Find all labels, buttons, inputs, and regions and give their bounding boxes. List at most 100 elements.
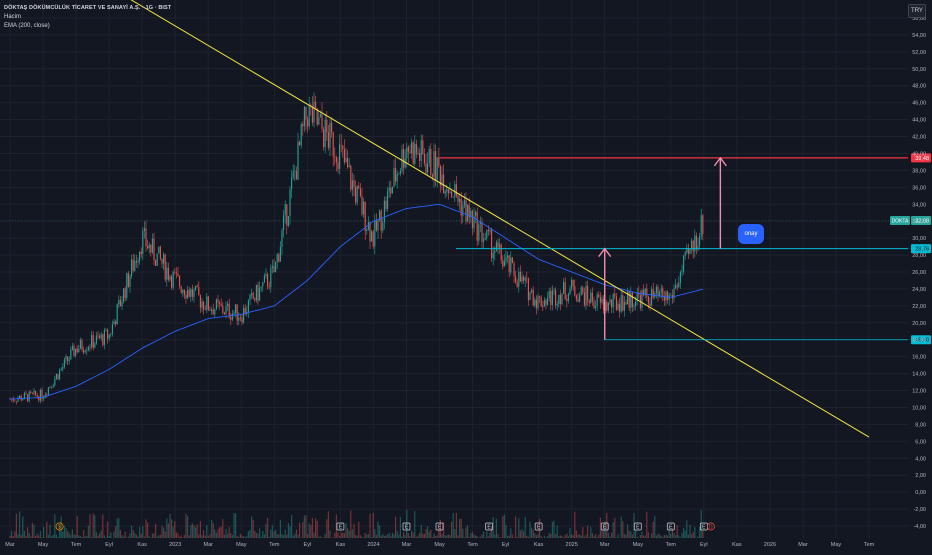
ema-legend[interactable]: EMA (200, close) [4,22,171,31]
candle-body [374,220,375,246]
volume-bar [174,521,175,538]
symbol-title[interactable]: DÖKTAŞ DÖKÜMCÜLÜK TİCARET VE SANAYİ A.Ş.… [4,4,171,13]
time-tick-label: Eyl [502,542,510,548]
volume-bar [480,537,481,538]
earnings-marker[interactable]: E [667,523,674,531]
volume-bar [584,537,585,538]
candle-body [200,295,201,307]
volume-bar [54,514,55,538]
candle-body [201,302,202,308]
volume-bar [227,534,228,538]
volume-bar [189,535,190,538]
volume-bar [590,527,591,538]
earnings-marker[interactable]: E [403,523,410,531]
volume-bar [73,534,74,538]
candle-body [185,295,186,298]
volume-bar [365,533,366,538]
earnings-marker[interactable]: E [700,523,707,531]
volume-bar [129,533,130,538]
split-marker[interactable]: D [707,523,714,531]
volume-bar [576,531,577,538]
volume-bar [624,534,625,538]
volume-bar [459,519,460,538]
candle-body [75,349,76,356]
candle-body [333,132,334,156]
candle-body [307,119,308,126]
candle-body [181,287,182,293]
candle-body [369,222,370,241]
candle-body [683,256,684,272]
candle-body [25,393,26,394]
candle-body [150,245,151,253]
volume-bar [451,522,452,538]
volume-bar [515,516,516,538]
candle-body [390,188,391,194]
volume-bar [245,537,246,538]
candle-body [345,158,346,162]
earnings-marker[interactable]: E [535,523,542,531]
candle-body [589,300,590,303]
volume-bar [475,535,476,538]
volume-bar [43,527,44,538]
volume-bar [552,522,553,538]
volume-bar [595,534,596,538]
volume-bar [685,530,686,538]
volume-bar [307,534,308,538]
candle-body [421,140,422,161]
volume-bar [662,537,663,538]
candle-body [555,290,556,305]
candle-body [416,144,417,154]
candle-body [46,395,47,396]
volume-bar [283,535,284,538]
volume-bar [152,534,153,538]
volume-bar [697,537,698,538]
volume-legend[interactable]: Hacim [4,13,171,22]
volume-bar [478,537,479,538]
measure-arrow-2[interactable] [714,158,726,249]
price-tick-label: 40,00 [912,151,926,157]
price-axis[interactable]: 56,0054,0052,0050,0048,0046,0044,0042,00… [912,16,926,530]
candle-body [624,302,625,310]
volume-bar [109,536,110,538]
currency-button[interactable]: TRY [908,4,926,18]
candle-body [70,350,71,360]
candle-body [62,367,63,369]
candle-body [214,309,215,314]
volume-bar [435,536,436,538]
candle-body [222,306,223,313]
price-tick-label: 38,00 [912,168,926,174]
earnings-marker[interactable]: E [634,523,641,531]
marker-text: E [487,525,491,531]
volume-bar [86,536,87,538]
dividend-marker[interactable]: $ [56,523,63,531]
volume-bar [158,535,159,538]
time-tick-label: Tem [467,542,478,548]
candle-body [40,390,41,401]
volume-bar [465,527,466,538]
volume-bar [69,533,70,538]
candle-body [545,300,546,305]
volume-bar [134,533,135,538]
volume-bar [646,512,647,538]
volume-bar [521,529,522,538]
candle-body [96,336,97,344]
volume-bar [523,531,524,538]
candle-body [568,294,569,301]
earnings-marker[interactable]: E [436,523,443,531]
volume-bar [464,537,465,538]
marker-text: E [405,525,409,531]
volume-bar [544,536,545,538]
volume-bar [520,531,521,538]
candle-body [89,347,90,348]
candle-body [574,286,575,296]
volume-bar [270,529,271,538]
volume-bar [221,527,222,538]
candle-body [585,286,586,306]
volume-bar [645,536,646,538]
earnings-marker[interactable]: E [337,523,344,531]
volume-bar [403,532,404,538]
volume-bar [625,534,626,538]
